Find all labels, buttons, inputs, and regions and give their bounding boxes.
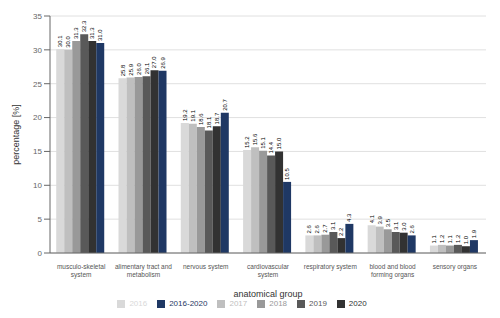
svg-text:15: 15 [33,147,42,156]
svg-text:32.3: 32.3 [81,20,87,32]
svg-text:3.1: 3.1 [330,221,336,230]
svg-text:2.6: 2.6 [314,224,320,233]
svg-text:4.3: 4.3 [346,213,352,222]
html-text:2016: 2016 [129,299,148,308]
svg-text:25: 25 [33,80,42,89]
svg-text:0: 0 [38,249,43,258]
svg-text:2.6: 2.6 [306,224,312,233]
svg-text:18.1: 18.1 [206,116,212,128]
svg-text:1.9: 1.9 [471,229,477,238]
svg-text:18.7: 18.7 [214,112,220,124]
svg-text:musculo-skeletalsystem: musculo-skeletalsystem [57,263,106,279]
html-text:2020: 2020 [348,299,367,308]
svg-text:2.6: 2.6 [409,224,415,233]
html-text:2018: 2018 [269,299,287,308]
svg-text:respiratory system: respiratory system [304,263,357,271]
svg-text:14.4: 14.4 [268,141,274,153]
svg-text:alimentary tract andmetabolism: alimentary tract andmetabolism [115,263,172,278]
svg-text:15.2: 15.2 [244,136,250,148]
svg-text:3.9: 3.9 [377,216,383,225]
svg-text:cardiovascularsystem: cardiovascularsystem [247,263,290,279]
svg-text:10.5: 10.5 [284,168,290,180]
svg-text:35: 35 [33,12,42,21]
svg-text:5: 5 [38,215,43,224]
svg-text:27.0: 27.0 [152,56,158,68]
svg-text:anatomical group: anatomical group [233,289,302,299]
svg-text:blood and bloodforming organs: blood and bloodforming organs [369,263,416,279]
svg-text:percentage [%]: percentage [%] [11,104,21,165]
svg-text:1.2: 1.2 [439,234,445,243]
svg-text:26.1: 26.1 [144,62,150,74]
svg-text:4.1: 4.1 [369,214,375,223]
svg-text:31.3: 31.3 [89,27,95,39]
svg-text:26.0: 26.0 [136,63,142,75]
svg-text:3.0: 3.0 [401,222,407,231]
svg-text:1.1: 1.1 [431,235,437,244]
svg-text:15.6: 15.6 [252,133,258,145]
svg-text:31.3: 31.3 [73,27,79,39]
svg-text:25.8: 25.8 [120,64,126,76]
svg-text:19.1: 19.1 [190,109,196,121]
svg-text:31.0: 31.0 [97,29,103,41]
svg-text:20.7: 20.7 [222,98,228,110]
svg-text:10: 10 [33,181,42,190]
svg-text:1.1: 1.1 [447,235,453,244]
svg-text:30: 30 [33,46,42,55]
svg-text:18.6: 18.6 [198,113,204,125]
svg-text:20: 20 [33,113,42,122]
svg-text:30.1: 30.1 [57,35,63,47]
svg-text:1.2: 1.2 [455,234,461,243]
svg-text:15.0: 15.0 [276,137,282,149]
svg-text:3.5: 3.5 [385,218,391,227]
svg-text:19.2: 19.2 [182,109,188,121]
svg-text:26.9: 26.9 [160,57,166,69]
svg-text:25.9: 25.9 [128,63,134,75]
svg-text:2.7: 2.7 [322,224,328,233]
svg-text:30.0: 30.0 [65,36,71,48]
svg-text:1.0: 1.0 [463,235,469,244]
svg-text:nervous system: nervous system [183,263,229,271]
html-text:2019: 2019 [309,299,327,308]
svg-text:sensory organs: sensory organs [433,263,478,271]
svg-text:2.2: 2.2 [338,227,344,236]
html-text:2016-2020: 2016-2020 [169,299,208,308]
html-text:2017: 2017 [229,299,248,308]
svg-text:3.1: 3.1 [393,221,399,230]
svg-text:15.1: 15.1 [260,136,266,148]
